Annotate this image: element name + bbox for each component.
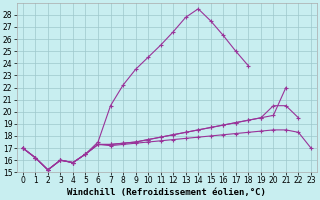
X-axis label: Windchill (Refroidissement éolien,°C): Windchill (Refroidissement éolien,°C) — [68, 188, 266, 197]
